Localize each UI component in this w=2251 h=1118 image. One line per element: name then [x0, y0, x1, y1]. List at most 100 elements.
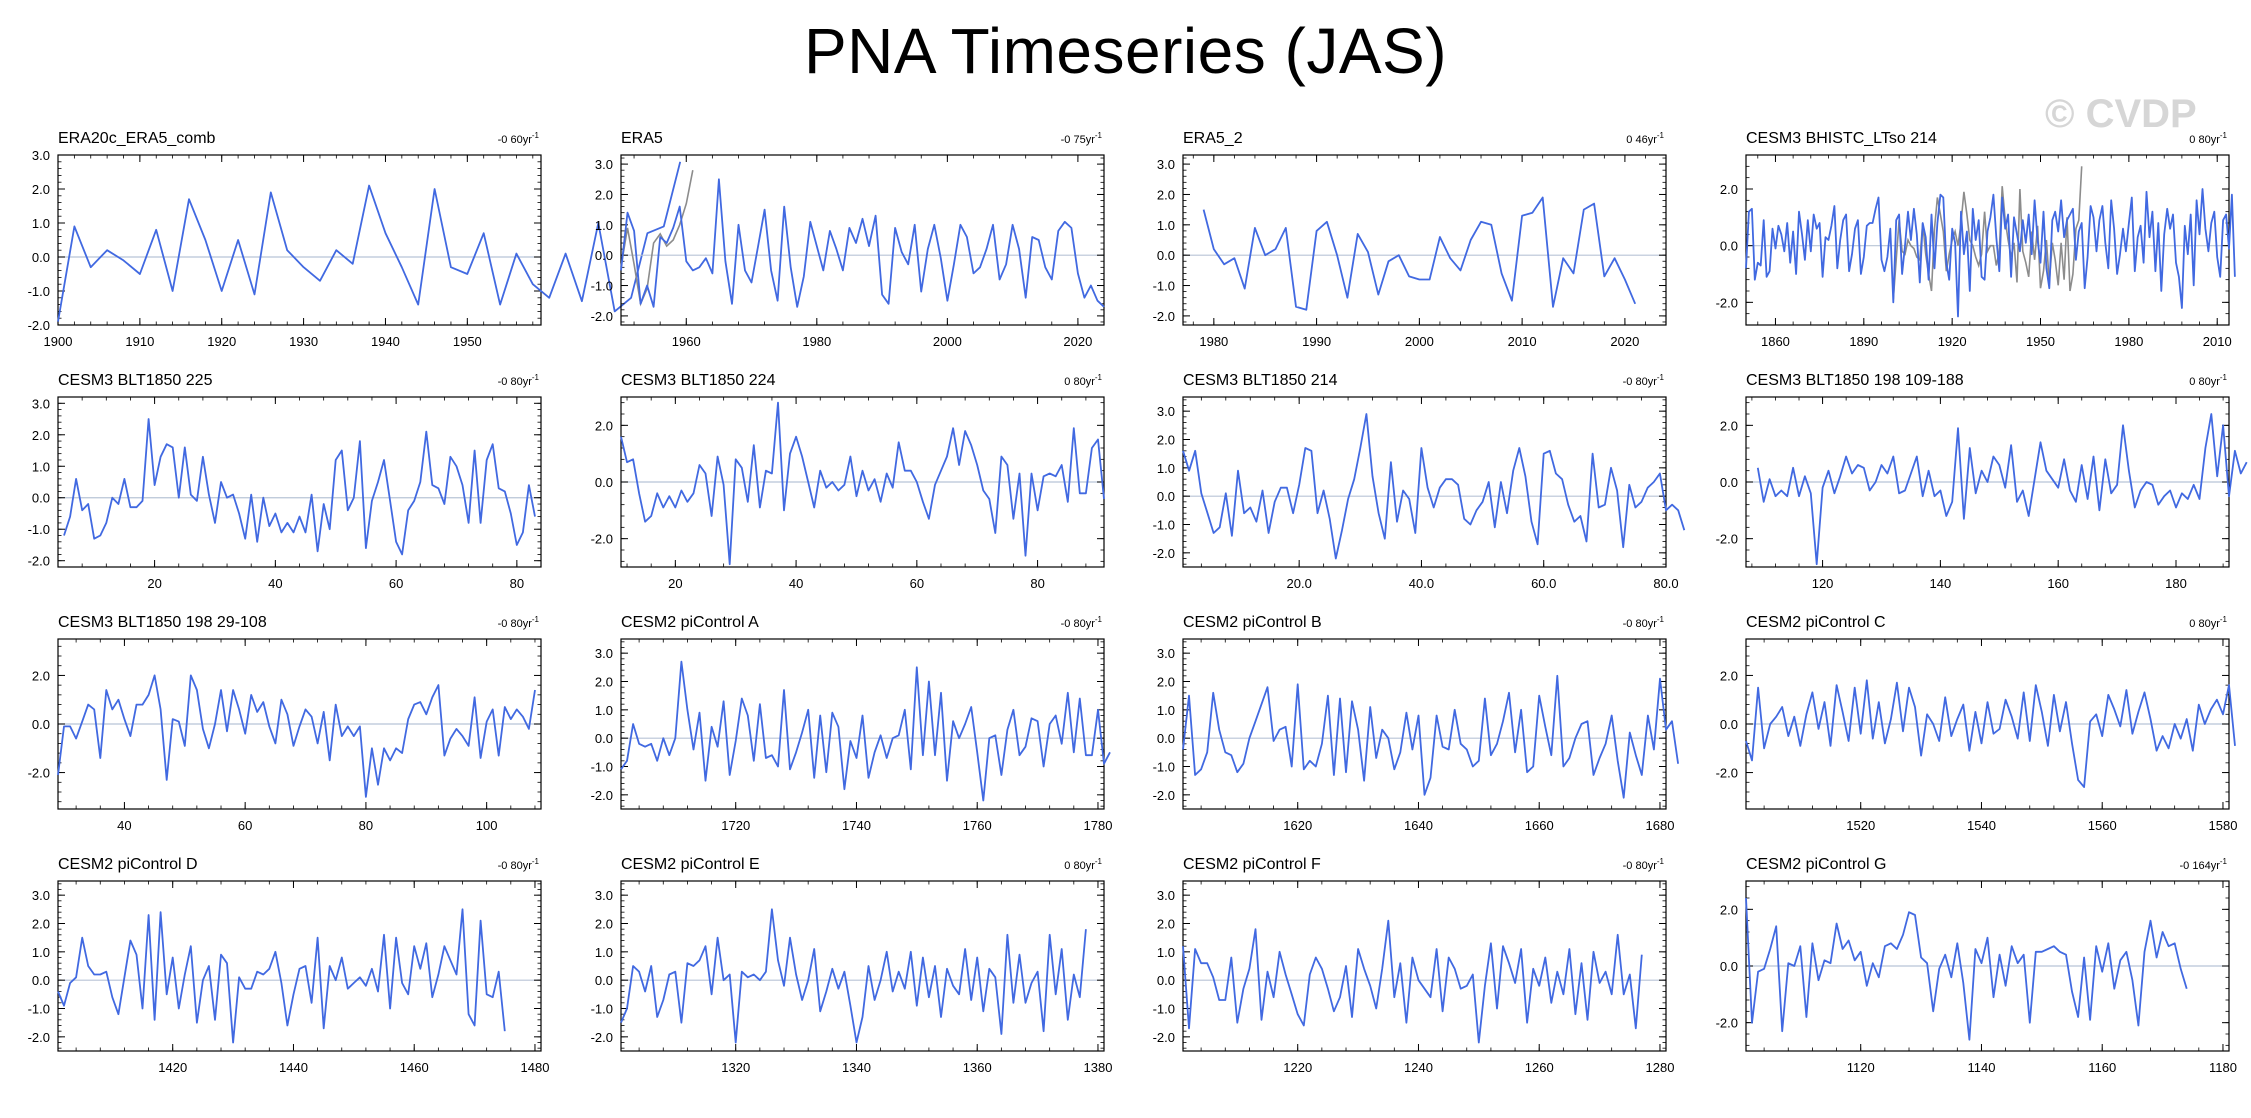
x-tick-label: 1660 — [1525, 818, 1554, 833]
y-tick-label: -2.0 — [1153, 788, 1175, 803]
trend-label: -0 80yr-1 — [498, 857, 540, 872]
trend-label: -0 75yr-1 — [1061, 131, 1103, 146]
y-tick-label: -1.0 — [28, 522, 50, 537]
panel-15: -2.0 0.0 2.0 1120 1140 1160 1180 CESM2 piContro… — [1716, 856, 2237, 1075]
panel-title: ERA20c_ERA5_comb — [58, 130, 216, 147]
y-tick-label: 2.0 — [1157, 187, 1175, 202]
y-tick-label: -2.0 — [1153, 546, 1175, 561]
y-tick-label: 3.0 — [32, 396, 50, 411]
y-tick-label: -2.0 — [28, 318, 50, 333]
x-tick-label: 1520 — [1846, 818, 1875, 833]
y-tick-label: 0.0 — [32, 717, 50, 732]
x-tick-label: 2010 — [2203, 334, 2232, 349]
x-tick-label: 60 — [389, 576, 403, 591]
panel-title: ERA5 — [621, 130, 663, 147]
series-line — [620, 908, 1087, 1044]
y-tick-label: -2.0 — [591, 532, 613, 547]
trend-label: -0 164yr-1 — [2180, 857, 2228, 872]
panel-title: CESM2 piControl D — [58, 856, 198, 873]
x-tick-label: 1640 — [1404, 818, 1433, 833]
y-tick-label: 1.0 — [1157, 703, 1175, 718]
x-tick-label: 20 — [668, 576, 682, 591]
x-tick-label: 1540 — [1967, 818, 1996, 833]
y-tick-label: 2.0 — [1157, 433, 1175, 448]
y-tick-label: 2.0 — [1720, 182, 1738, 197]
y-tick-label: -1.0 — [591, 279, 613, 294]
panel-8: -2.0 0.0 2.0 40 60 80 100 CESM3 BLT1850 198 29-… — [28, 614, 542, 833]
x-tick-label: 1940 — [371, 334, 400, 349]
panel-11: -2.0 0.0 2.0 1520 1540 1560 1580 CESM2 piContro… — [1716, 614, 2238, 833]
x-tick-label: 1930 — [289, 334, 318, 349]
panel-title: CESM3 BLT1850 198 29-108 — [58, 614, 267, 631]
x-tick-label: 1990 — [1302, 334, 1331, 349]
panel-7: -2.0 0.0 2.0 120 140 160 180 CESM3 BLT1850 198 … — [1716, 372, 2248, 591]
y-tick-label: 3.0 — [1157, 646, 1175, 661]
x-tick-label: 1910 — [125, 334, 154, 349]
x-tick-label: 40 — [789, 576, 803, 591]
x-tick-label: 1720 — [721, 818, 750, 833]
trend-label: -0 80yr-1 — [498, 615, 540, 630]
y-tick-label: -2.0 — [591, 788, 613, 803]
x-tick-label: 1320 — [721, 1060, 750, 1075]
x-tick-label: 120 — [1812, 576, 1834, 591]
trend-label: 0 80yr-1 — [1064, 857, 1102, 872]
panel-4: -2.0 -1.0 0.0 1.0 2.0 3.0 20 40 60 80 CESM3 BLT185… — [28, 372, 542, 591]
x-tick-label: 2020 — [1610, 334, 1639, 349]
series-line — [1745, 679, 2236, 788]
series-line — [620, 178, 1105, 308]
series-line — [620, 660, 1111, 802]
series-line — [1745, 188, 2236, 318]
x-tick-label: 20 — [147, 576, 161, 591]
series-line — [57, 674, 536, 798]
y-tick-label: 1.0 — [32, 945, 50, 960]
y-tick-label: -1.0 — [1153, 760, 1175, 775]
plot-frame — [620, 638, 1105, 810]
plot-frame — [1182, 880, 1667, 1052]
series-line — [57, 908, 506, 1044]
y-tick-label: 0.0 — [595, 731, 613, 746]
x-tick-label: 160 — [2047, 576, 2069, 591]
y-tick-label: 2.0 — [32, 428, 50, 443]
y-tick-label: 3.0 — [1157, 157, 1175, 172]
x-tick-label: 1900 — [44, 334, 73, 349]
y-tick-label: 1.0 — [1157, 218, 1175, 233]
y-tick-label: -1.0 — [591, 1002, 613, 1017]
y-tick-label: 2.0 — [595, 187, 613, 202]
plot-frame — [57, 154, 542, 326]
y-tick-label: 2.0 — [595, 675, 613, 690]
x-tick-label: 1460 — [400, 1060, 429, 1075]
y-tick-label: 1.0 — [595, 703, 613, 718]
x-tick-label: 1380 — [1084, 1060, 1113, 1075]
x-tick-label: 60 — [238, 818, 252, 833]
x-tick-label: 2010 — [1508, 334, 1537, 349]
x-tick-label: 1280 — [1646, 1060, 1675, 1075]
y-tick-label: 3.0 — [32, 888, 50, 903]
panel-title: CESM2 piControl B — [1183, 614, 1322, 631]
y-tick-label: -2.0 — [1716, 766, 1738, 781]
x-tick-label: 1260 — [1525, 1060, 1554, 1075]
y-tick-label: -2.0 — [1716, 1016, 1738, 1031]
series-line — [1182, 919, 1643, 1044]
y-tick-label: 0.0 — [595, 475, 613, 490]
y-tick-label: 0.0 — [32, 973, 50, 988]
x-tick-label: 1340 — [842, 1060, 871, 1075]
panel-title: ERA5_2 — [1183, 130, 1243, 147]
trend-label: -0 80yr-1 — [1623, 857, 1665, 872]
y-tick-label: -1.0 — [591, 760, 613, 775]
y-tick-label: 2.0 — [1720, 902, 1738, 917]
x-tick-label: 1620 — [1283, 818, 1312, 833]
y-tick-label: 0.0 — [1720, 959, 1738, 974]
trend-label: -0 80yr-1 — [498, 373, 540, 388]
plot-frame — [620, 154, 1105, 326]
panel-0: -2.0 -1.0 0.0 1.0 2.0 3.0 1900 1910 1920 1930 1940… — [28, 130, 682, 349]
y-tick-label: 2.0 — [1157, 675, 1175, 690]
y-tick-label: -2.0 — [28, 1030, 50, 1045]
y-tick-label: 2.0 — [1720, 668, 1738, 683]
y-tick-label: 0.0 — [1720, 475, 1738, 490]
x-tick-label: 1980 — [1199, 334, 1228, 349]
y-tick-label: -2.0 — [1716, 532, 1738, 547]
panel-title: CESM3 BHISTC_LTso 214 — [1746, 130, 1937, 147]
panel-title: CESM3 BLT1850 214 — [1183, 372, 1338, 389]
x-tick-label: 40 — [268, 576, 282, 591]
y-tick-label: -2.0 — [1153, 309, 1175, 324]
